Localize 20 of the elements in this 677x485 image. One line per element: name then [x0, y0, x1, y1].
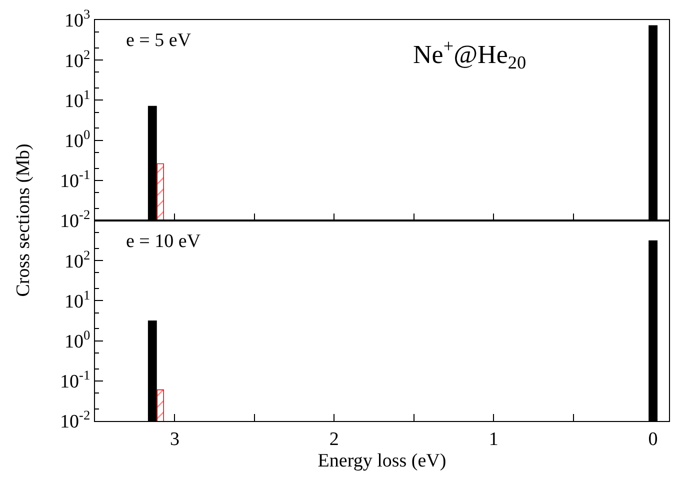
annotation: Ne$^{+}$@He$_{20}$ — [413, 36, 526, 72]
x-tick-label: 1 — [488, 428, 498, 450]
y-tick-label: 10$^{3}$ — [64, 6, 90, 32]
y-tick-label: 10$^{2}$ — [64, 247, 90, 272]
x-axis-title: Energy loss (eV) — [318, 450, 446, 472]
y-tick-label: 10$^{-1}$ — [60, 368, 90, 393]
annotation: e = 10 eV — [126, 231, 201, 252]
y-tick-label: 10$^{-2}$ — [60, 408, 90, 433]
x-tick-label: 2 — [329, 428, 339, 450]
y-tick-label: 10$^{-1}$ — [60, 167, 90, 192]
y-axis-title: Cross sections (Mb) — [12, 144, 34, 297]
x-tick-label: 0 — [648, 428, 658, 450]
y-tick-label: 10$^{0}$ — [64, 327, 90, 352]
y-tick-label: 10$^{1}$ — [64, 287, 90, 312]
y-tick-label: 10$^{2}$ — [64, 46, 90, 72]
x-tick-label: 3 — [170, 428, 180, 450]
y-tick-label: 10$^{1}$ — [64, 86, 90, 112]
y-tick-label: 10$^{0}$ — [64, 126, 90, 152]
y-tick-label: 10$^{-2}$ — [60, 207, 90, 232]
annotation: e = 5 eV — [126, 30, 192, 51]
